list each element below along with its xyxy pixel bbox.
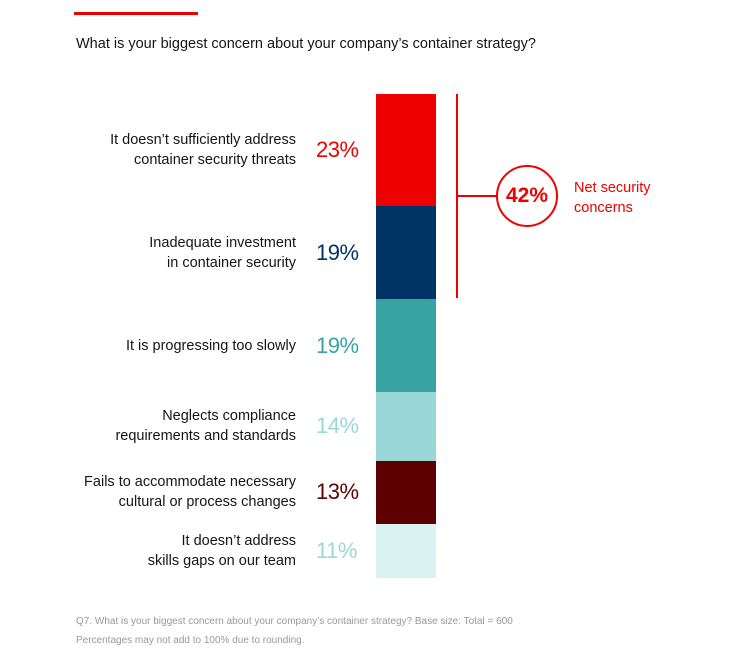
category-label: Fails to accommodate necessary cultural o… (84, 472, 296, 512)
category-label: Neglects compliance requirements and stan… (115, 406, 296, 446)
footnote: Percentages may not add to 100% due to r… (76, 635, 305, 646)
category-label-line: in container security (167, 254, 296, 271)
value-label: 11% (316, 538, 357, 564)
value-label: 13% (316, 479, 359, 505)
category-label-line: It is progressing too slowly (125, 337, 296, 354)
category-label-line: cultural or process changes (118, 494, 296, 511)
category-label: It doesn’t address skills gaps on our tea… (148, 531, 296, 571)
category-label: Inadequate investment in container securi… (149, 233, 296, 273)
bar-segment (376, 299, 436, 393)
category-label: It doesn’t sufficiently address container… (110, 130, 296, 170)
bar-segment (376, 524, 436, 578)
footnote: Q7. What is your biggest concern about y… (76, 616, 513, 627)
value-label: 19% (316, 239, 359, 265)
bar-segment (376, 392, 436, 461)
category-label-line: Inadequate investment (149, 234, 296, 251)
category-label: It is progressing too slowly (126, 336, 296, 356)
annotation-bracket (456, 94, 458, 298)
value-label: 23% (316, 137, 359, 163)
annotation-line: Net security (574, 180, 651, 196)
bar-segment (376, 460, 436, 525)
bar-segment (376, 206, 436, 300)
value-label: 14% (316, 413, 359, 439)
annotation-label: Net security concerns (574, 178, 651, 218)
bar-segment (376, 94, 436, 207)
annotation-line: concerns (574, 200, 633, 216)
category-label-line: skills gaps on our team (147, 553, 296, 570)
annotation-circle: 42% (496, 165, 558, 227)
chart-title: What is your biggest concern about your … (76, 36, 536, 52)
category-label-line: container security threats (134, 152, 296, 169)
category-label-line: requirements and standards (115, 428, 296, 445)
category-label-line: It doesn’t address (181, 533, 296, 550)
value-label: 19% (316, 332, 359, 358)
category-label-line: It doesn’t sufficiently address (110, 132, 296, 149)
category-label-line: Fails to accommodate necessary (84, 474, 296, 491)
annotation-connector (458, 195, 497, 197)
accent-line (74, 12, 198, 15)
category-label-line: Neglects compliance (162, 408, 296, 425)
